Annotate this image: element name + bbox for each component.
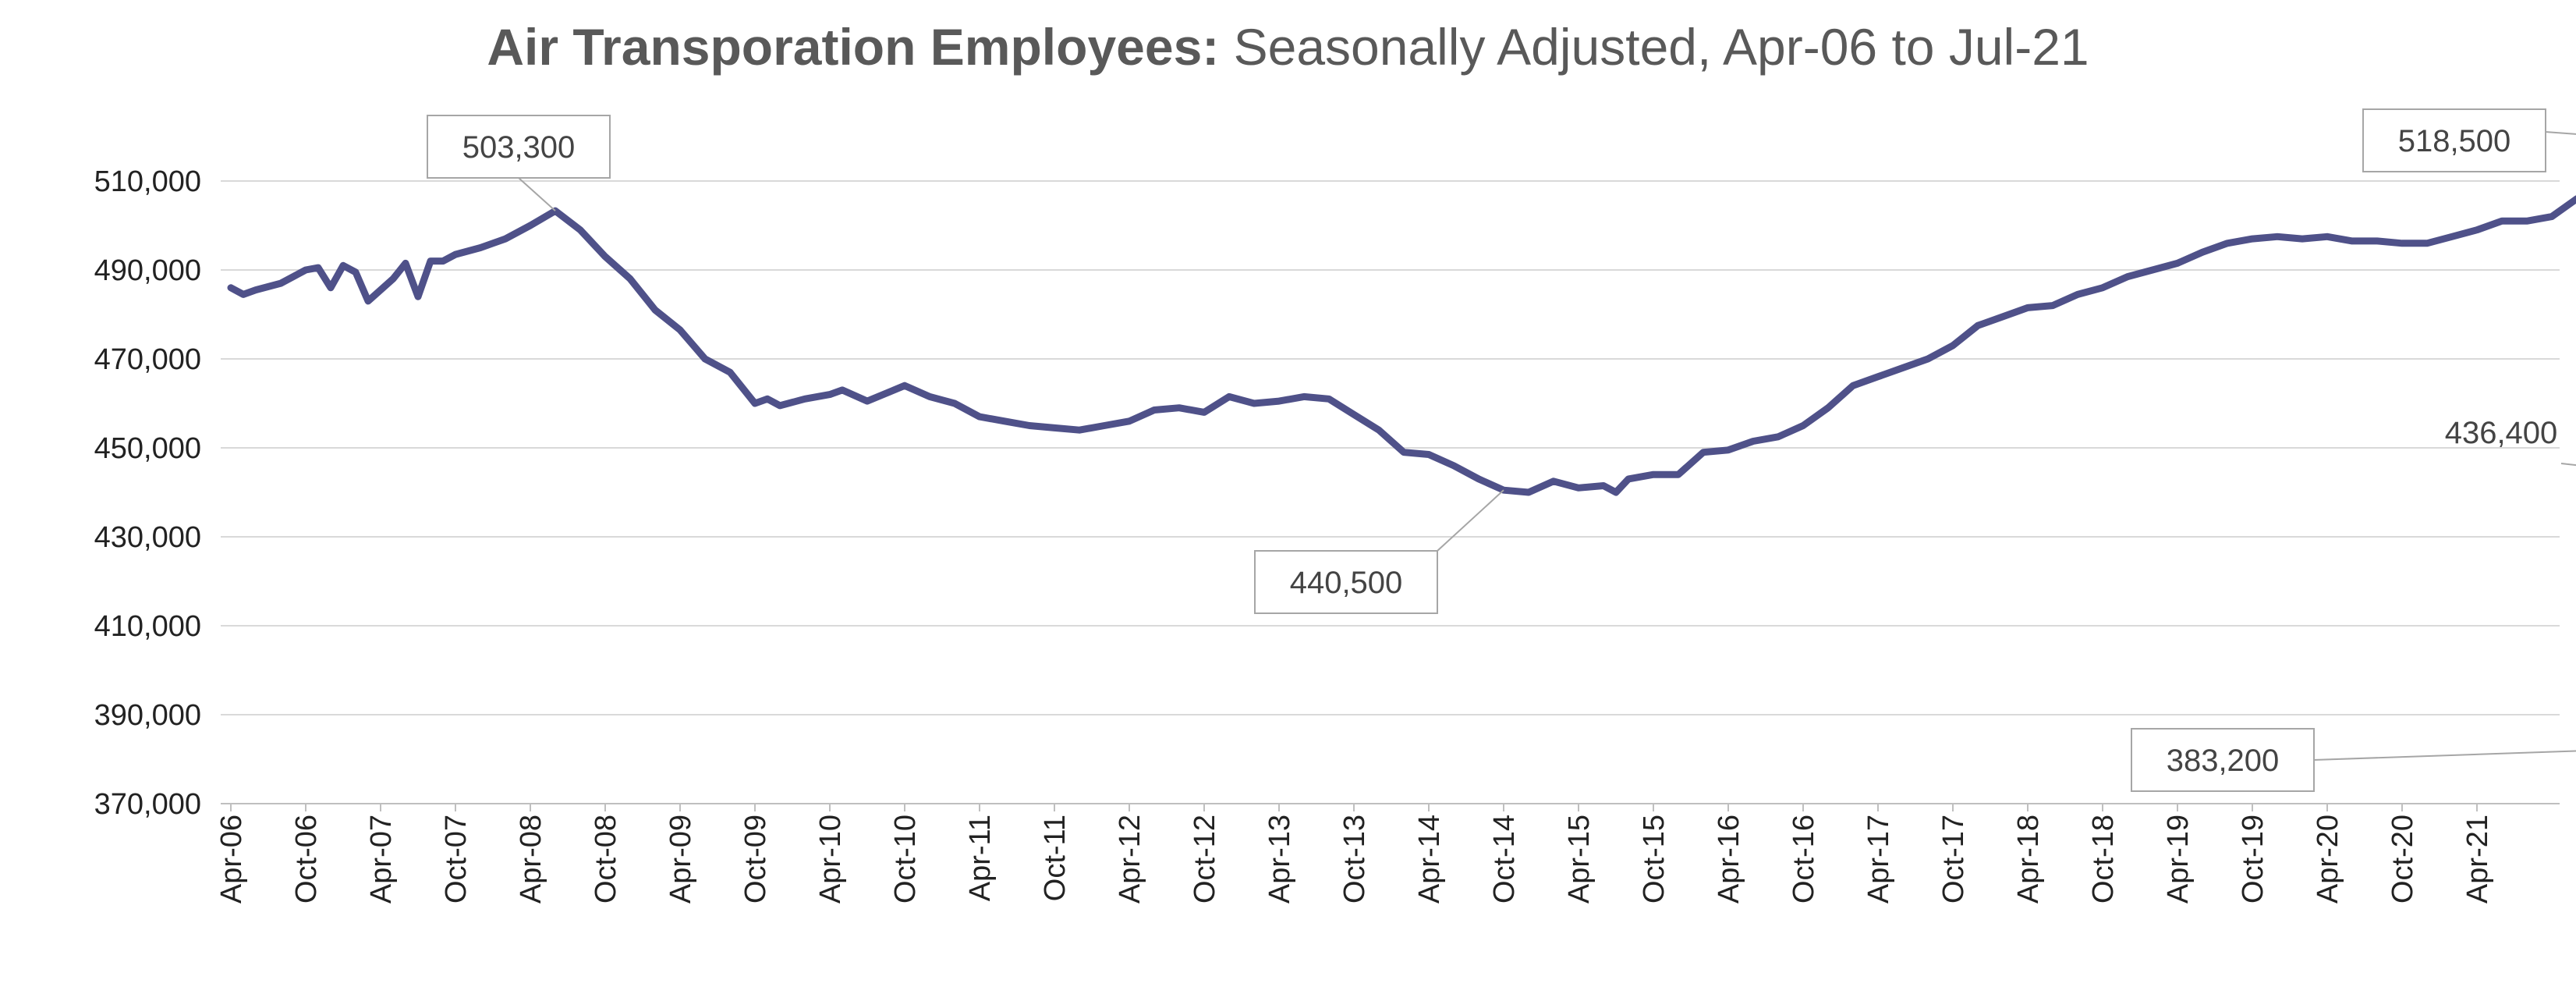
callout-label: 503,300 [462,130,576,165]
y-tick-label: 370,000 [94,788,201,821]
y-tick-label: 410,000 [94,610,201,643]
series-layer [227,195,2576,496]
callout-label: 436,400 [2445,416,2558,450]
x-tick-label: Apr-11 [964,815,997,901]
x-tick-label: Oct-15 [1638,815,1671,904]
y-tick-label: 490,000 [94,254,201,287]
y-tick-label: 430,000 [94,521,201,554]
x-tick-label: Oct-08 [590,815,622,904]
x-tick-label: Apr-12 [1114,815,1146,904]
grid-lines [221,180,2560,715]
x-tick-label: Oct-06 [290,815,323,904]
callout-leader [2313,750,2576,761]
x-tick-label: Apr-20 [2312,815,2344,904]
x-tick-label: Apr-18 [2012,815,2045,904]
x-tick-label: Oct-13 [1338,815,1371,904]
callout-label: 440,500 [1290,566,1403,600]
chart-title-bold: Air Transporation Employees: [487,18,1220,76]
x-tick-label: Apr-21 [2461,815,2494,904]
x-tick-label: Oct-17 [1937,815,1970,904]
callout-box [427,115,611,179]
y-tick-label: 450,000 [94,432,201,465]
chart-title-rest: Seasonally Adjusted, Apr-06 to Jul-21 [1219,18,2089,76]
x-tick-label: Oct-12 [1189,815,1221,904]
y-tick-label: 510,000 [94,165,201,198]
x-tick-label: Apr-07 [365,815,398,904]
x-tick-label: Oct-09 [739,815,772,904]
callout-label: 518,500 [2398,124,2511,158]
chart-title: Air Transporation Employees: Seasonally … [0,17,2576,76]
x-tick-label: Oct-07 [440,815,473,904]
axes: 370,000 390,000 410,000 430,000 450,000 470,0… [94,165,2560,904]
x-tick-label: Oct-18 [2087,815,2120,904]
callout-leader [1437,489,1504,552]
callout-leader [518,177,556,211]
x-tick-label: Apr-14 [1413,815,1446,904]
callout-box [1254,550,1438,614]
callout-layer: 503,300 518,500 440,500 383,200 436,400 [427,108,2576,792]
x-tick-label: Apr-19 [2162,815,2195,904]
x-tick-label: Apr-08 [515,815,547,904]
x-tick-label: Oct-11 [1039,815,1072,901]
x-tick-label: Apr-06 [215,815,248,904]
x-tick-label: Apr-09 [664,815,697,904]
callout-leader [2560,463,2576,467]
x-tick-label: Oct-14 [1488,815,1521,904]
x-tick-label: Apr-13 [1263,815,1296,904]
y-tick-label: 390,000 [94,699,201,732]
x-tick-label: Oct-10 [889,815,922,904]
callout-label: 383,200 [2167,744,2280,778]
x-tick-label: Oct-20 [2386,815,2419,904]
callout-box [2362,108,2546,172]
x-tick-label: Apr-10 [814,815,847,904]
x-tick-label: Oct-19 [2237,815,2270,904]
series-line [227,195,2576,496]
y-tick-label: 470,000 [94,343,201,376]
x-tick-label: Apr-17 [1862,815,1895,904]
callout-box [2131,728,2315,792]
x-tick-label: Apr-15 [1563,815,1596,904]
x-tick-label: Apr-16 [1713,815,1745,904]
x-tick-label: Oct-16 [1788,815,1820,904]
